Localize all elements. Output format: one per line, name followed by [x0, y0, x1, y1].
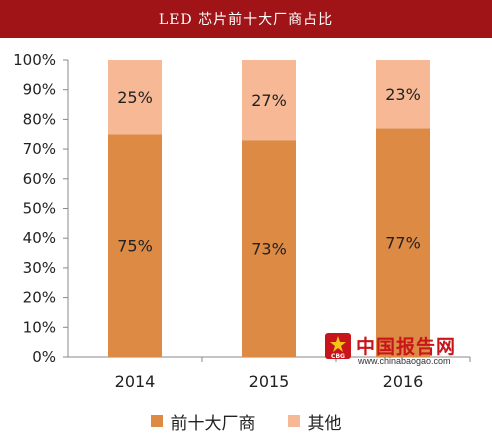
legend-item-others: 其他	[287, 409, 342, 434]
cbg-logo-icon: CBG	[325, 333, 351, 360]
data-label: 25%	[117, 88, 153, 107]
y-tick-label: 40%	[23, 229, 56, 247]
x-tick-label: 2015	[249, 372, 290, 391]
y-tick-label: 10%	[23, 318, 56, 336]
y-tick-label: 50%	[23, 200, 56, 218]
watermark-logo-text: CBG	[331, 353, 345, 360]
bar-segment-top10	[108, 134, 162, 357]
x-tick-label: 2016	[383, 372, 424, 391]
y-tick-label: 90%	[23, 81, 56, 99]
legend-label-others: 其他	[307, 413, 342, 434]
y-tick-label: 20%	[23, 289, 56, 307]
y-tick-label: 0%	[32, 348, 56, 366]
chart-title-bar: LED 芯片前十大厂商占比	[0, 0, 492, 38]
bar-segment-top10	[242, 140, 296, 357]
data-label: 77%	[385, 234, 421, 253]
y-tick-label: 70%	[23, 140, 56, 158]
legend-label-top10: 前十大厂商	[170, 413, 256, 434]
y-tick-label: 100%	[13, 51, 56, 69]
data-label: 27%	[251, 91, 287, 110]
bar-segment-others	[376, 60, 430, 129]
bar-segment-others	[108, 60, 162, 135]
data-label: 23%	[385, 85, 421, 104]
watermark: CBG 中国报告网 www.chinabaogao.com	[322, 330, 472, 370]
x-tick-label: 2014	[115, 372, 156, 391]
legend-swatch-top10	[150, 415, 163, 427]
legend-item-top10: 前十大厂商	[150, 409, 256, 434]
watermark-url: www.chinabaogao.com	[358, 356, 451, 366]
watermark-name: 中国报告网	[356, 336, 457, 358]
chart-legend: 前十大厂商 其他	[0, 408, 492, 434]
y-tick-label: 30%	[23, 259, 56, 277]
bar-segment-others	[242, 60, 296, 141]
bar-segment-top10	[376, 128, 430, 357]
y-tick-label: 80%	[23, 110, 56, 128]
data-label: 73%	[251, 240, 287, 259]
legend-swatch-others	[287, 415, 300, 427]
chart-title: LED 芯片前十大厂商占比	[158, 12, 334, 28]
data-label: 75%	[117, 237, 153, 256]
y-tick-label: 60%	[23, 170, 56, 188]
stacked-bar-chart: 0% 10% 20% 30% 40% 50% 60% 70% 80% 90% 100% 75% 25% 2…	[13, 51, 471, 391]
chart-area: 0% 10% 20% 30% 40% 50% 60% 70% 80% 90% 100% 75% 25% 2…	[0, 38, 492, 441]
